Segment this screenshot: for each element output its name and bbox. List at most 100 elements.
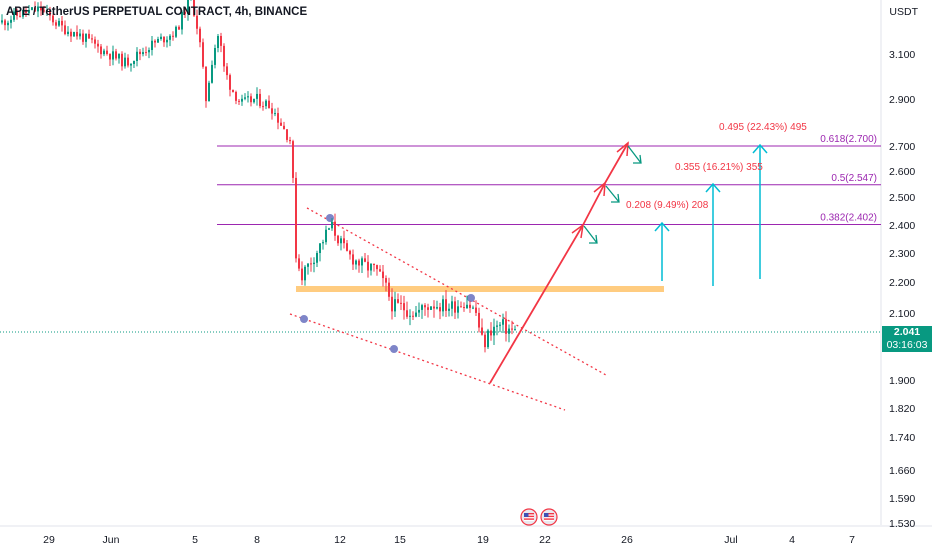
candle-body (514, 329, 516, 331)
arrowhead-icon (593, 181, 606, 197)
candle-body (316, 253, 318, 263)
fib-label: 0.5(2.547) (831, 173, 877, 184)
candle-body (115, 51, 117, 59)
candle-body (85, 33, 87, 42)
candle-body (208, 82, 210, 102)
candle-body (124, 57, 126, 67)
x-tick-label: 26 (621, 534, 633, 546)
candle-body (352, 254, 354, 265)
support-zone[interactable] (296, 286, 664, 292)
candle-body (274, 113, 276, 115)
candle-body (163, 36, 165, 43)
candle-body (433, 306, 435, 309)
candle-body (127, 57, 129, 66)
candle-body (343, 238, 345, 244)
candle-body (460, 306, 462, 308)
candle-body (241, 98, 243, 102)
x-tick-label: 8 (254, 534, 260, 546)
candle-body (418, 309, 420, 313)
event-markers[interactable] (520, 508, 558, 526)
candle-body (295, 177, 297, 259)
pullback-arrow-icon (627, 145, 642, 164)
fibonacci-levels[interactable]: 0.382(2.402) 0.5(2.547) 0.618(2.700) (217, 134, 881, 225)
projected-path-line[interactable] (489, 142, 629, 384)
target-arrows[interactable] (654, 143, 768, 286)
us-flag-icon[interactable] (520, 508, 538, 526)
candle-body (109, 53, 111, 60)
candle-body (73, 31, 75, 37)
pivot-point[interactable] (390, 345, 398, 353)
candle-body (55, 22, 57, 26)
candle-body (91, 38, 93, 40)
x-tick-label: 29 (43, 534, 55, 546)
candle-body (340, 238, 342, 244)
candle-body (406, 310, 408, 317)
candle-body (469, 304, 471, 308)
candle-body (4, 20, 6, 26)
candle-body (325, 229, 327, 243)
pivot-point[interactable] (467, 294, 475, 302)
arrowhead-icon (705, 182, 721, 193)
candle-body (88, 33, 90, 39)
candle-body (499, 324, 501, 326)
x-axis[interactable]: 29 Jun 5 8 12 15 19 22 26 Jul 4 7 (43, 534, 855, 546)
y-axis[interactable]: 3.100 2.900 2.700 2.600 2.500 2.400 2.300 2.200… (889, 49, 915, 530)
candle-body (61, 20, 63, 26)
candle-body (211, 64, 213, 83)
candle-body (67, 31, 69, 35)
candle-body (10, 19, 12, 23)
candle-body (97, 43, 99, 47)
current-price-value: 2.041 (893, 326, 921, 338)
candle-body (448, 308, 450, 311)
candle-body (223, 45, 225, 67)
candle-body (349, 250, 351, 255)
fib-label: 0.382(2.402) (820, 212, 877, 223)
candle-body (79, 33, 81, 37)
candle-body (82, 33, 84, 42)
candle-body (253, 98, 255, 103)
y-tick-label: 1.660 (889, 465, 915, 477)
candle-body (202, 42, 204, 67)
candle-body (298, 258, 300, 269)
x-tick-label: 4 (789, 534, 795, 546)
candle-body (247, 96, 249, 98)
candle-body (94, 39, 96, 44)
candle-body (280, 122, 282, 126)
falling-channel[interactable] (289, 207, 607, 411)
candle-body (235, 91, 237, 101)
candle-body (100, 46, 102, 55)
candle-body (172, 35, 174, 37)
candle-body (334, 221, 336, 236)
candle-body (268, 100, 270, 109)
us-flag-icon[interactable] (540, 508, 558, 526)
candle-body (505, 319, 507, 334)
arrowhead-icon (752, 143, 768, 154)
candle-body (229, 75, 231, 90)
candle-body (262, 106, 264, 108)
candle-body (28, 9, 30, 14)
candle-body (106, 50, 108, 54)
channel-upper-line[interactable] (306, 207, 607, 376)
y-tick-label: 1.900 (889, 375, 915, 387)
candle-body (226, 66, 228, 76)
pivot-point[interactable] (300, 315, 308, 323)
candle-body (346, 243, 348, 251)
candle-body (454, 301, 456, 313)
candlestick-series (1, 0, 516, 353)
candle-body (307, 263, 309, 267)
candle-body (277, 113, 279, 123)
candle-body (34, 7, 36, 12)
pivot-point[interactable] (326, 214, 334, 222)
y-tick-label: 1.740 (889, 432, 915, 444)
projected-path[interactable] (489, 141, 642, 384)
candle-body (184, 11, 186, 15)
channel-lower-line[interactable] (289, 313, 566, 411)
candle-body (400, 302, 402, 304)
candle-body (49, 10, 51, 16)
candle-body (145, 52, 147, 54)
candle-body (484, 334, 486, 348)
candle-body (217, 35, 219, 49)
candle-body (367, 261, 369, 271)
candle-body (13, 11, 15, 20)
